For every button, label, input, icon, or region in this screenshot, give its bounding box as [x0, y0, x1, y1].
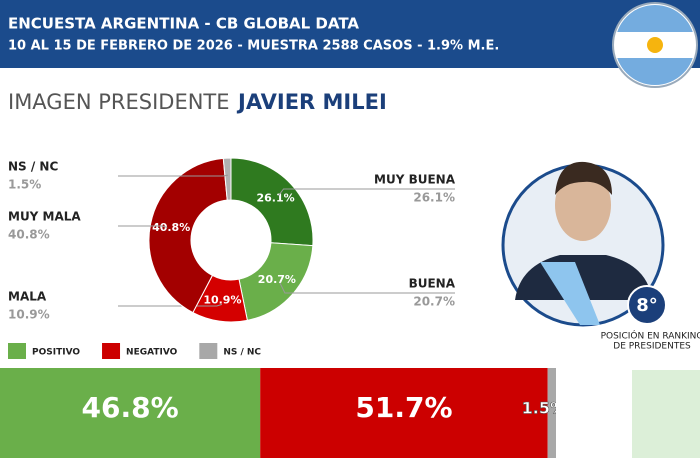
bar-segment	[260, 368, 548, 458]
decor-block	[632, 370, 700, 458]
leader-line	[118, 303, 222, 307]
value-label: 26.1%	[413, 191, 455, 205]
header-band	[0, 0, 700, 68]
subtitle: 10 AL 15 DE FEBRERO DE 2026 - MUESTRA 25…	[8, 39, 499, 54]
bar-segment	[0, 368, 261, 458]
flag	[612, 2, 698, 88]
leader-line	[118, 225, 168, 228]
title: ENCUESTA ARGENTINA - CB GLOBAL DATA	[8, 15, 359, 33]
bar-label: 51.7%	[355, 391, 452, 424]
value-label: 20.7%	[413, 295, 455, 309]
leader-line	[118, 174, 229, 177]
category-label: MUY MALA	[8, 210, 81, 224]
rank-caption: POSICIÓN EN RANKING	[601, 330, 700, 342]
donut-slice	[222, 157, 232, 201]
rank: 8°	[636, 295, 658, 316]
donut-slice	[238, 242, 314, 321]
bar-label: 1.5%	[522, 399, 566, 418]
section-title: IMAGEN PRESIDENTE	[8, 90, 230, 114]
slice-label: 40.8%	[152, 221, 190, 234]
donut-slice	[148, 157, 228, 314]
donut-hole	[192, 201, 270, 279]
legend-swatch	[199, 343, 218, 359]
rank-badge	[627, 285, 667, 325]
slice-label: 20.7%	[258, 273, 296, 286]
legend-swatch	[8, 343, 26, 359]
president-name: JAVIER MILEI	[236, 90, 387, 114]
bar-label: 46.8%	[82, 391, 179, 424]
legend-label: NS / NC	[223, 348, 261, 358]
value-label: 1.5%	[8, 178, 41, 192]
category-label: BUENA	[409, 277, 456, 291]
donut-slice	[230, 157, 314, 247]
photo	[501, 161, 665, 327]
category-label: NS / NC	[8, 160, 58, 174]
rank-caption: DE PRESIDENTES	[613, 342, 691, 352]
slice-label: 10.9%	[203, 293, 241, 306]
leader-line	[278, 188, 455, 196]
legend-swatch	[102, 343, 121, 359]
value-label: 40.8%	[8, 228, 50, 242]
value-label: 10.9%	[8, 308, 50, 322]
legend-label: NEGATIVO	[126, 348, 178, 358]
bar-segment	[547, 368, 556, 458]
leader-line	[279, 282, 455, 294]
slice-label: 26.1%	[257, 191, 295, 204]
stacked-bar: 46.8% 51.7% 1.5%	[0, 368, 566, 458]
legend-label: POSITIVO	[32, 348, 80, 358]
category-label: MALA	[8, 290, 47, 304]
category-label: MUY BUENA	[374, 173, 456, 187]
